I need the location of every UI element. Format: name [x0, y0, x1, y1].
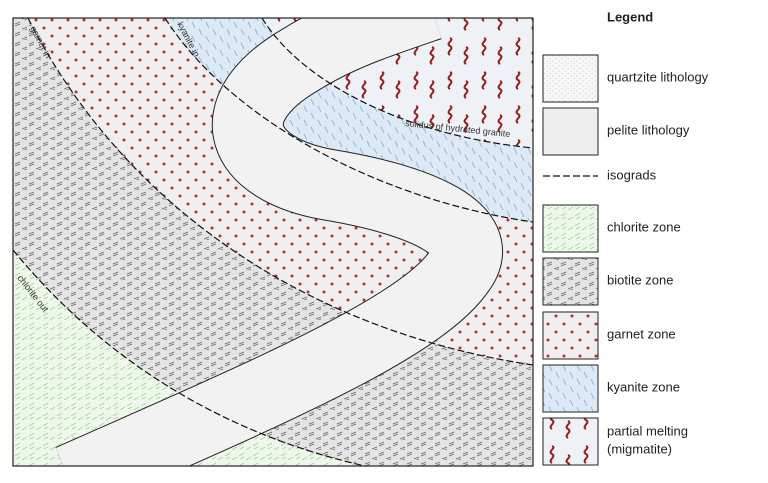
legend-label: isograds	[607, 167, 657, 182]
legend-title: Legend	[607, 9, 653, 24]
legend-swatch	[542, 257, 599, 306]
solidus-line	[261, 18, 533, 149]
legend-label: chlorite zone	[607, 219, 681, 234]
legend-swatch	[542, 107, 599, 156]
legend-label: partial melting	[607, 423, 688, 438]
legend: quartzite lithology pelite lithology isogr…	[542, 54, 709, 466]
kyanite-in-isograd	[164, 18, 533, 223]
legend-swatch	[542, 204, 599, 253]
legend-label: biotite zone	[607, 272, 674, 287]
legend-label: garnet zone	[607, 326, 676, 341]
pelite-band	[55, 18, 502, 466]
map: garnet in kyanite in chlorite out solidu…	[13, 18, 533, 466]
legend-label: kyanite zone	[607, 379, 680, 394]
legend-swatch	[542, 311, 599, 360]
legend-swatch	[542, 417, 599, 466]
isograds	[13, 18, 533, 466]
chlorite-out-isograd	[13, 249, 366, 466]
legend-label: pelite lithology	[607, 122, 690, 137]
legend-label: quartzite lithology	[607, 69, 709, 84]
legend-swatch	[542, 54, 599, 103]
legend-swatch	[542, 364, 599, 413]
map-frame	[12, 17, 534, 467]
legend-label: (migmatite)	[607, 441, 672, 456]
garnet-in-isograd	[27, 18, 533, 366]
